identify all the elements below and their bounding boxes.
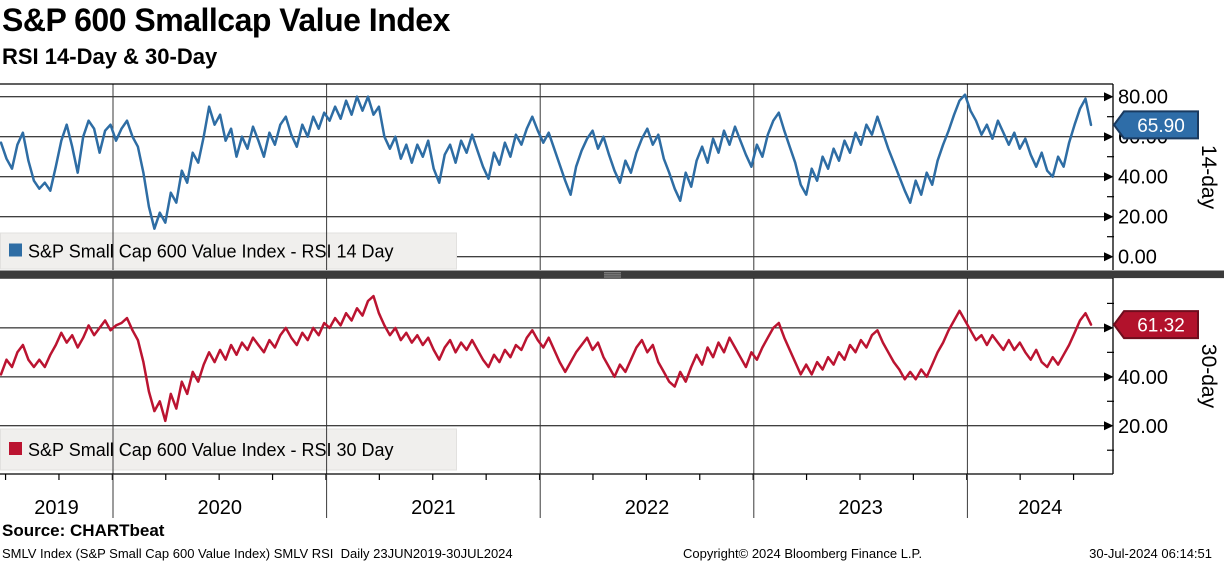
rsi30-last-value-badge — [1112, 310, 1199, 340]
rsi14-legend-box[interactable] — [0, 232, 457, 270]
year-label-2023: 2023 — [838, 497, 883, 519]
page-title: S&P 600 Smallcap Value Index — [2, 2, 450, 38]
rsi14-last-value-badge — [1112, 110, 1199, 140]
rsi30-series-line — [0, 294, 1093, 423]
tick-arrow — [1104, 212, 1114, 222]
rsi30-ytick-label: 40.00 — [1118, 367, 1168, 389]
splitter-bar — [0, 270, 1224, 279]
rsi30-legend-label: S&P Small Cap 600 Value Index - RSI 30 D… — [28, 440, 394, 460]
tick-arrow — [1104, 372, 1114, 382]
rsi14-axis-label: 14-day — [1197, 145, 1220, 210]
timestamp-label: 30-Jul-2024 06:14:51 — [1089, 546, 1212, 561]
tick-arrow — [1104, 421, 1114, 431]
rsi14-last-value-text: 65.90 — [1137, 116, 1185, 137]
tick-arrow — [1104, 132, 1114, 142]
tick-arrow — [1104, 323, 1114, 333]
year-label-2020: 2020 — [198, 497, 243, 519]
year-label-2021: 2021 — [411, 497, 456, 519]
rsi14-ytick-label: 40.00 — [1118, 167, 1168, 189]
splitter-grip-handle[interactable] — [604, 272, 621, 278]
grip-line — [604, 272, 621, 274]
rsi14-ytick-label: 0.00 — [1118, 247, 1157, 269]
rsi14-legend-marker — [9, 243, 22, 257]
grip-line — [604, 274, 621, 276]
rsi30-ytick-label: 20.00 — [1118, 416, 1168, 438]
rsi14-ytick-label: 80.00 — [1118, 87, 1168, 109]
rsi14-ytick-label: 20.00 — [1118, 207, 1168, 229]
rsi14-series-line — [0, 93, 1093, 230]
panel-splitter — [0, 270, 1224, 279]
year-label-2024: 2024 — [1018, 497, 1063, 519]
rsi30-legend-box[interactable] — [0, 428, 457, 471]
x-axis: 2019 2020 2021 2022 2023 2024 — [0, 473, 1113, 519]
tick-arrow — [1104, 92, 1114, 102]
grip-line — [604, 276, 621, 278]
tick-arrow — [1104, 172, 1114, 182]
chart-description: SMLV Index (S&P Small Cap 600 Value Inde… — [2, 546, 513, 561]
copyright-label: Copyright© 2024 Bloomberg Finance L.P. — [683, 546, 923, 561]
rsi14-legend-label: S&P Small Cap 600 Value Index - RSI 14 D… — [28, 242, 394, 262]
tick-arrow — [1104, 252, 1114, 262]
rsi30-last-value-text: 61.32 — [1137, 316, 1185, 337]
year-label-2022: 2022 — [625, 497, 670, 519]
rsi30-legend-marker — [9, 442, 22, 455]
page-subtitle: RSI 14-Day & 30-Day — [2, 44, 218, 69]
source-label: Source: CHARTbeat — [2, 521, 165, 540]
year-label-2019: 2019 — [34, 497, 79, 519]
rsi30-axis-label: 30-day — [1197, 344, 1220, 409]
